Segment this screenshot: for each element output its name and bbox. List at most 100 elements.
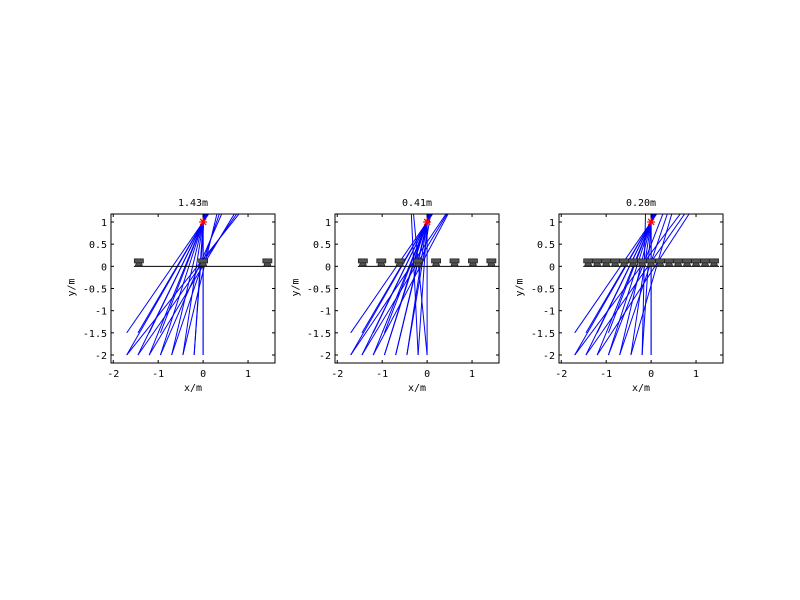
ray — [607, 214, 655, 334]
x-axis-label: x/m — [631, 383, 651, 394]
ray — [641, 214, 653, 356]
y-tick-label: 0 — [325, 262, 331, 273]
y-tick-label: -2 — [95, 351, 107, 362]
ray — [412, 214, 428, 356]
ray — [641, 214, 647, 356]
plot-area — [574, 214, 720, 356]
loudspeaker-icon — [700, 258, 710, 267]
y-tick-label: -1.5 — [83, 329, 107, 340]
loudspeaker-icon — [592, 258, 603, 267]
ray — [372, 214, 449, 356]
y-tick-label: 0.5 — [313, 240, 331, 251]
ray — [410, 214, 419, 356]
y-tick-label: -1 — [319, 307, 331, 318]
ray — [182, 214, 218, 356]
ray — [171, 214, 220, 356]
y-tick-label: 1 — [325, 218, 331, 229]
loudspeaker-icon — [709, 258, 719, 267]
x-tick-label: 0 — [200, 369, 206, 380]
ray — [361, 214, 448, 356]
loudspeaker-icon — [357, 258, 368, 267]
loudspeaker-icon — [610, 258, 621, 267]
ray — [417, 214, 429, 356]
ray — [350, 214, 447, 356]
x-tick-label: -2 — [107, 369, 119, 380]
ray-lines — [126, 214, 240, 356]
ray — [630, 214, 673, 356]
x-tick-label: 0 — [424, 369, 430, 380]
x-tick-label: -1 — [376, 369, 388, 380]
ray — [596, 214, 690, 356]
loudspeaker-icon — [262, 258, 273, 267]
y-tick-label: 0 — [101, 262, 107, 273]
plot-area — [126, 214, 273, 356]
loudspeaker-icon — [583, 258, 594, 267]
ray — [159, 214, 223, 356]
y-tick-label: -2 — [543, 351, 555, 362]
source-marker-icon — [423, 217, 432, 226]
loudspeaker-icon — [376, 258, 387, 267]
loudspeaker-icon — [413, 258, 424, 267]
subplot-axes: -2 -1 0 1 1 0.5 0 -0.5 -1 -1.5 -2 — [307, 213, 500, 380]
y-tick-label: -1.5 — [307, 329, 331, 340]
loudspeaker-icon — [664, 258, 674, 267]
y-tick-label: 1 — [549, 218, 555, 229]
ray — [585, 214, 686, 356]
loudspeaker-icon — [655, 258, 665, 267]
ray — [630, 214, 653, 356]
y-tick-label: -2 — [319, 351, 331, 362]
ray — [607, 214, 664, 356]
ray-lines — [574, 214, 690, 356]
subplot-title: 0.20m — [625, 198, 657, 209]
loudspeaker-icon — [673, 258, 683, 267]
y-tick-label: 1 — [101, 218, 107, 229]
loudspeaker-icon — [628, 258, 639, 267]
x-axis-label: x/m — [183, 383, 203, 394]
loudspeaker-icon — [133, 258, 144, 267]
loudspeaker-icon — [468, 258, 478, 267]
loudspeaker-icon — [682, 258, 692, 267]
ray — [383, 214, 430, 356]
loudspeaker-icon — [486, 258, 497, 267]
x-tick-label: 1 — [469, 369, 475, 380]
y-tick-label: 0.5 — [89, 240, 107, 251]
y-tick-label: -0.5 — [83, 285, 107, 296]
loudspeaker-icon — [431, 258, 441, 267]
subplot-title: 1.43m — [177, 198, 209, 209]
source-marker-icon — [647, 217, 656, 226]
loudspeaker-icon — [646, 258, 657, 267]
loudspeaker-icon — [198, 258, 209, 267]
ray — [126, 214, 240, 356]
ray — [171, 214, 206, 356]
loudspeaker-icon — [691, 258, 701, 267]
x-tick-label: 0 — [648, 369, 654, 380]
x-tick-label: 1 — [245, 369, 251, 380]
x-tick-label: -2 — [555, 369, 567, 380]
loudspeaker-icon — [637, 258, 648, 267]
x-axis-label: x/m — [407, 383, 427, 394]
y-tick-label: -0.5 — [307, 285, 331, 296]
loudspeaker-icon — [619, 258, 630, 267]
ray — [619, 214, 668, 356]
ray — [148, 214, 235, 356]
ray-lines — [350, 214, 449, 356]
x-tick-label: -1 — [152, 369, 164, 380]
loudspeaker-icon — [601, 258, 612, 267]
x-tick-label: -1 — [600, 369, 612, 380]
y-tick-label: -1.5 — [531, 329, 555, 340]
subplot-axes: -2 -1 0 1 1 0.5 0 -0.5 -1 -1.5 -2 — [531, 213, 724, 380]
y-tick-label: -1 — [95, 307, 107, 318]
subplot-title: 0.41m — [401, 198, 433, 209]
x-tick-label: -2 — [331, 369, 343, 380]
loudspeaker-icon — [394, 258, 405, 267]
x-tick-label: 1 — [693, 369, 699, 380]
ray — [137, 214, 238, 356]
y-tick-label: -1 — [543, 307, 555, 318]
ray — [574, 214, 681, 356]
y-tick-label: -0.5 — [531, 285, 555, 296]
y-tick-label: 0.5 — [537, 240, 555, 251]
plot-area — [350, 214, 497, 356]
y-tick-label: 0 — [549, 262, 555, 273]
